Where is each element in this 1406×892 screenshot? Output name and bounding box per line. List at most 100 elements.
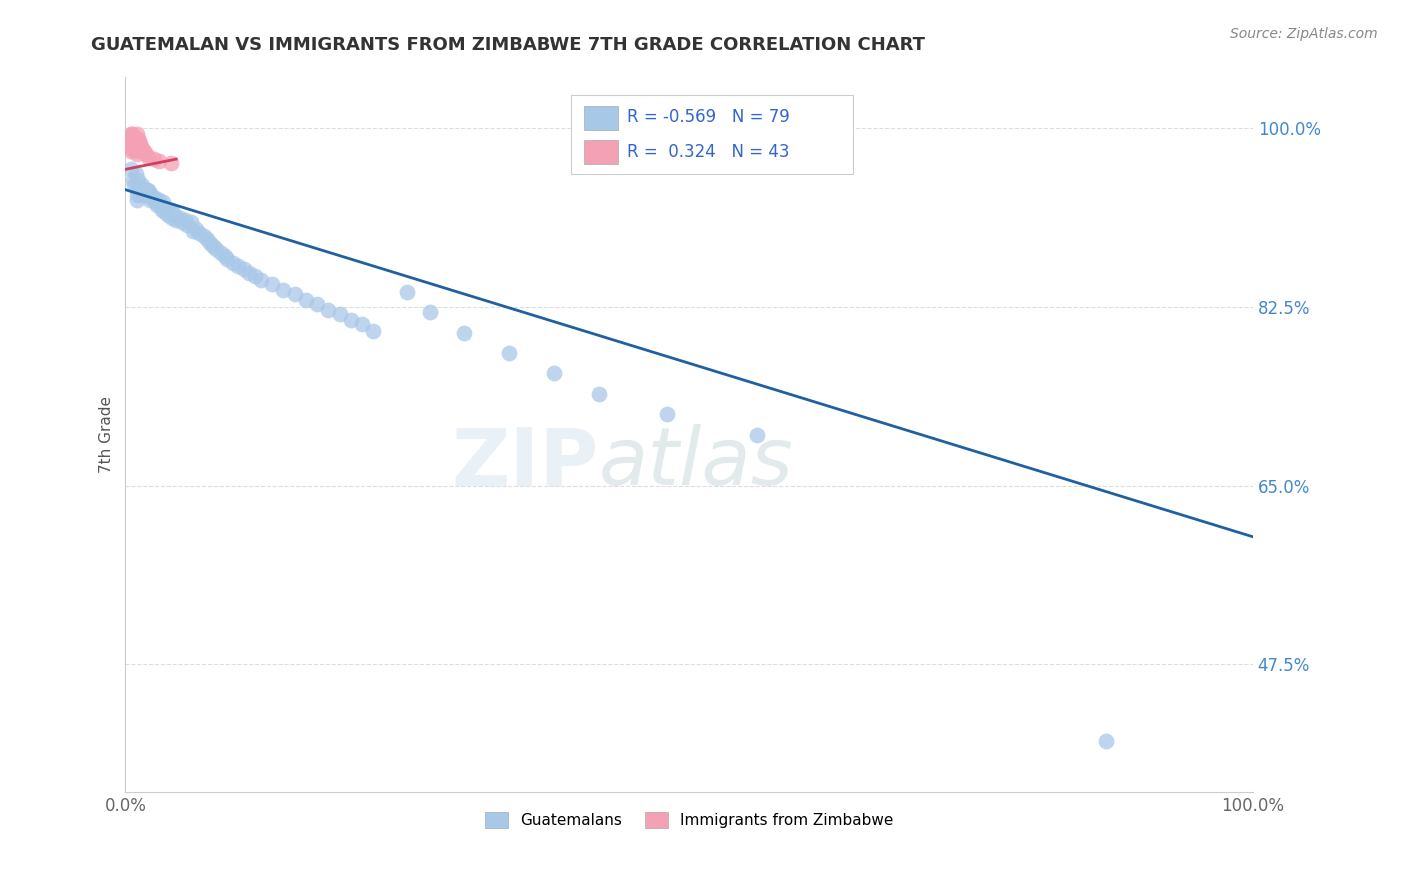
Point: [174, 213, 197, 227]
Point: [125, 144, 148, 158]
Point: [135, 185, 157, 199]
Point: [124, 140, 146, 154]
Point: [142, 152, 165, 166]
Point: [745, 427, 768, 442]
Point: [396, 285, 419, 299]
Point: [125, 127, 148, 141]
Point: [122, 134, 145, 148]
Point: [193, 228, 215, 243]
Point: [142, 193, 165, 207]
Point: [131, 185, 153, 199]
Point: [120, 162, 142, 177]
Point: [128, 134, 150, 148]
Point: [139, 193, 162, 207]
Point: [125, 183, 148, 197]
Point: [129, 187, 152, 202]
Point: [329, 307, 352, 321]
Point: [149, 198, 172, 212]
Point: [120, 140, 142, 154]
Point: [221, 256, 243, 270]
Point: [1095, 734, 1118, 748]
Point: [165, 213, 187, 227]
Point: [655, 407, 678, 421]
Point: [136, 150, 159, 164]
Point: [307, 297, 329, 311]
Point: [159, 203, 181, 218]
Point: [120, 136, 142, 150]
Point: [127, 172, 149, 186]
Point: [318, 303, 340, 318]
Point: [588, 387, 610, 401]
Point: [215, 252, 238, 267]
Point: [131, 142, 153, 156]
Point: [176, 219, 198, 233]
Point: [271, 283, 294, 297]
FancyBboxPatch shape: [585, 106, 619, 129]
Point: [195, 232, 218, 246]
Point: [131, 178, 153, 192]
Text: Source: ZipAtlas.com: Source: ZipAtlas.com: [1230, 27, 1378, 41]
FancyBboxPatch shape: [571, 95, 852, 174]
Point: [169, 211, 191, 226]
Point: [129, 136, 152, 151]
Point: [152, 194, 174, 209]
Point: [124, 137, 146, 152]
Point: [121, 127, 143, 141]
Point: [543, 367, 565, 381]
Point: [187, 226, 209, 240]
Point: [120, 144, 142, 158]
Point: [148, 193, 170, 207]
Point: [127, 136, 149, 150]
Point: [295, 293, 318, 307]
Text: atlas: atlas: [599, 425, 794, 502]
Point: [153, 205, 176, 219]
Point: [125, 134, 148, 148]
Point: [122, 129, 145, 144]
Point: [124, 178, 146, 192]
Point: [125, 187, 148, 202]
Point: [146, 198, 169, 212]
Point: [160, 211, 183, 226]
Point: [128, 183, 150, 197]
Point: [284, 286, 307, 301]
Point: [121, 136, 143, 151]
Point: [226, 260, 249, 274]
Point: [243, 269, 266, 284]
Point: [129, 180, 152, 194]
Point: [122, 137, 145, 152]
Legend: Guatemalans, Immigrants from Zimbabwe: Guatemalans, Immigrants from Zimbabwe: [479, 806, 900, 834]
Point: [124, 134, 146, 148]
Point: [132, 183, 155, 197]
Point: [135, 183, 157, 197]
Point: [202, 239, 225, 253]
Point: [136, 183, 159, 197]
Point: [249, 272, 271, 286]
Point: [129, 140, 152, 154]
Point: [120, 131, 142, 145]
Point: [132, 144, 155, 158]
Text: R =  0.324   N = 43: R = 0.324 N = 43: [627, 143, 790, 161]
Point: [121, 131, 143, 145]
Point: [186, 221, 208, 235]
Point: [125, 193, 148, 207]
Point: [214, 249, 236, 263]
Point: [118, 137, 141, 152]
Point: [124, 142, 146, 156]
Point: [122, 142, 145, 156]
Text: ZIP: ZIP: [451, 425, 599, 502]
Point: [145, 194, 167, 209]
Point: [143, 191, 166, 205]
Point: [118, 131, 141, 145]
Point: [118, 136, 141, 151]
Point: [128, 178, 150, 192]
Point: [124, 168, 146, 182]
Text: R = -0.569   N = 79: R = -0.569 N = 79: [627, 109, 790, 127]
Point: [125, 147, 148, 161]
Point: [181, 223, 204, 237]
FancyBboxPatch shape: [585, 140, 619, 164]
Point: [170, 215, 193, 229]
Point: [340, 313, 363, 327]
Point: [125, 131, 148, 145]
Point: [124, 136, 146, 150]
Point: [150, 203, 173, 218]
